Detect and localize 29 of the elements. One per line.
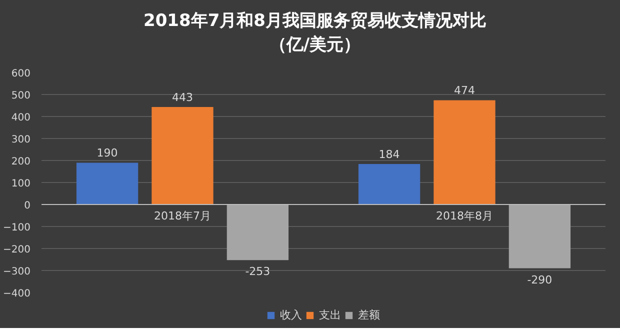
x-tick-label: 2018年7月: [154, 210, 212, 222]
chart-title: 2018年7月和8月我国服务贸易收支情况对比（亿/美元）: [142, 10, 488, 57]
bar: [508, 204, 571, 268]
y-tick-label: −200: [3, 244, 31, 256]
y-tick-label: −400: [3, 288, 31, 300]
y-tick-label: −300: [3, 266, 31, 278]
y-tick-label: 300: [11, 134, 31, 146]
y-tick-label: 200: [11, 156, 31, 168]
bar: [152, 107, 214, 204]
data-label: 190: [96, 146, 118, 160]
data-label: 474: [454, 84, 475, 98]
y-tick-label: 500: [11, 90, 31, 102]
legend-label: 支出: [319, 308, 341, 322]
data-label: 443: [172, 91, 193, 104]
bar: [434, 100, 496, 204]
data-label: 184: [378, 148, 400, 162]
bar: [358, 164, 420, 204]
y-tick-label: 400: [11, 112, 31, 124]
data-label: -253: [245, 265, 270, 278]
y-tick-label: 0: [24, 200, 31, 212]
bar: [76, 162, 138, 204]
data-label: -290: [527, 273, 552, 286]
y-tick-label: −100: [3, 222, 31, 234]
legend-label: 收入: [280, 308, 302, 322]
y-tick-label: 600: [11, 68, 31, 80]
x-tick-label: 2018年8月: [436, 210, 494, 222]
y-tick-label: 100: [11, 178, 31, 190]
bar: [226, 204, 289, 260]
legend-label: 差额: [358, 308, 380, 322]
